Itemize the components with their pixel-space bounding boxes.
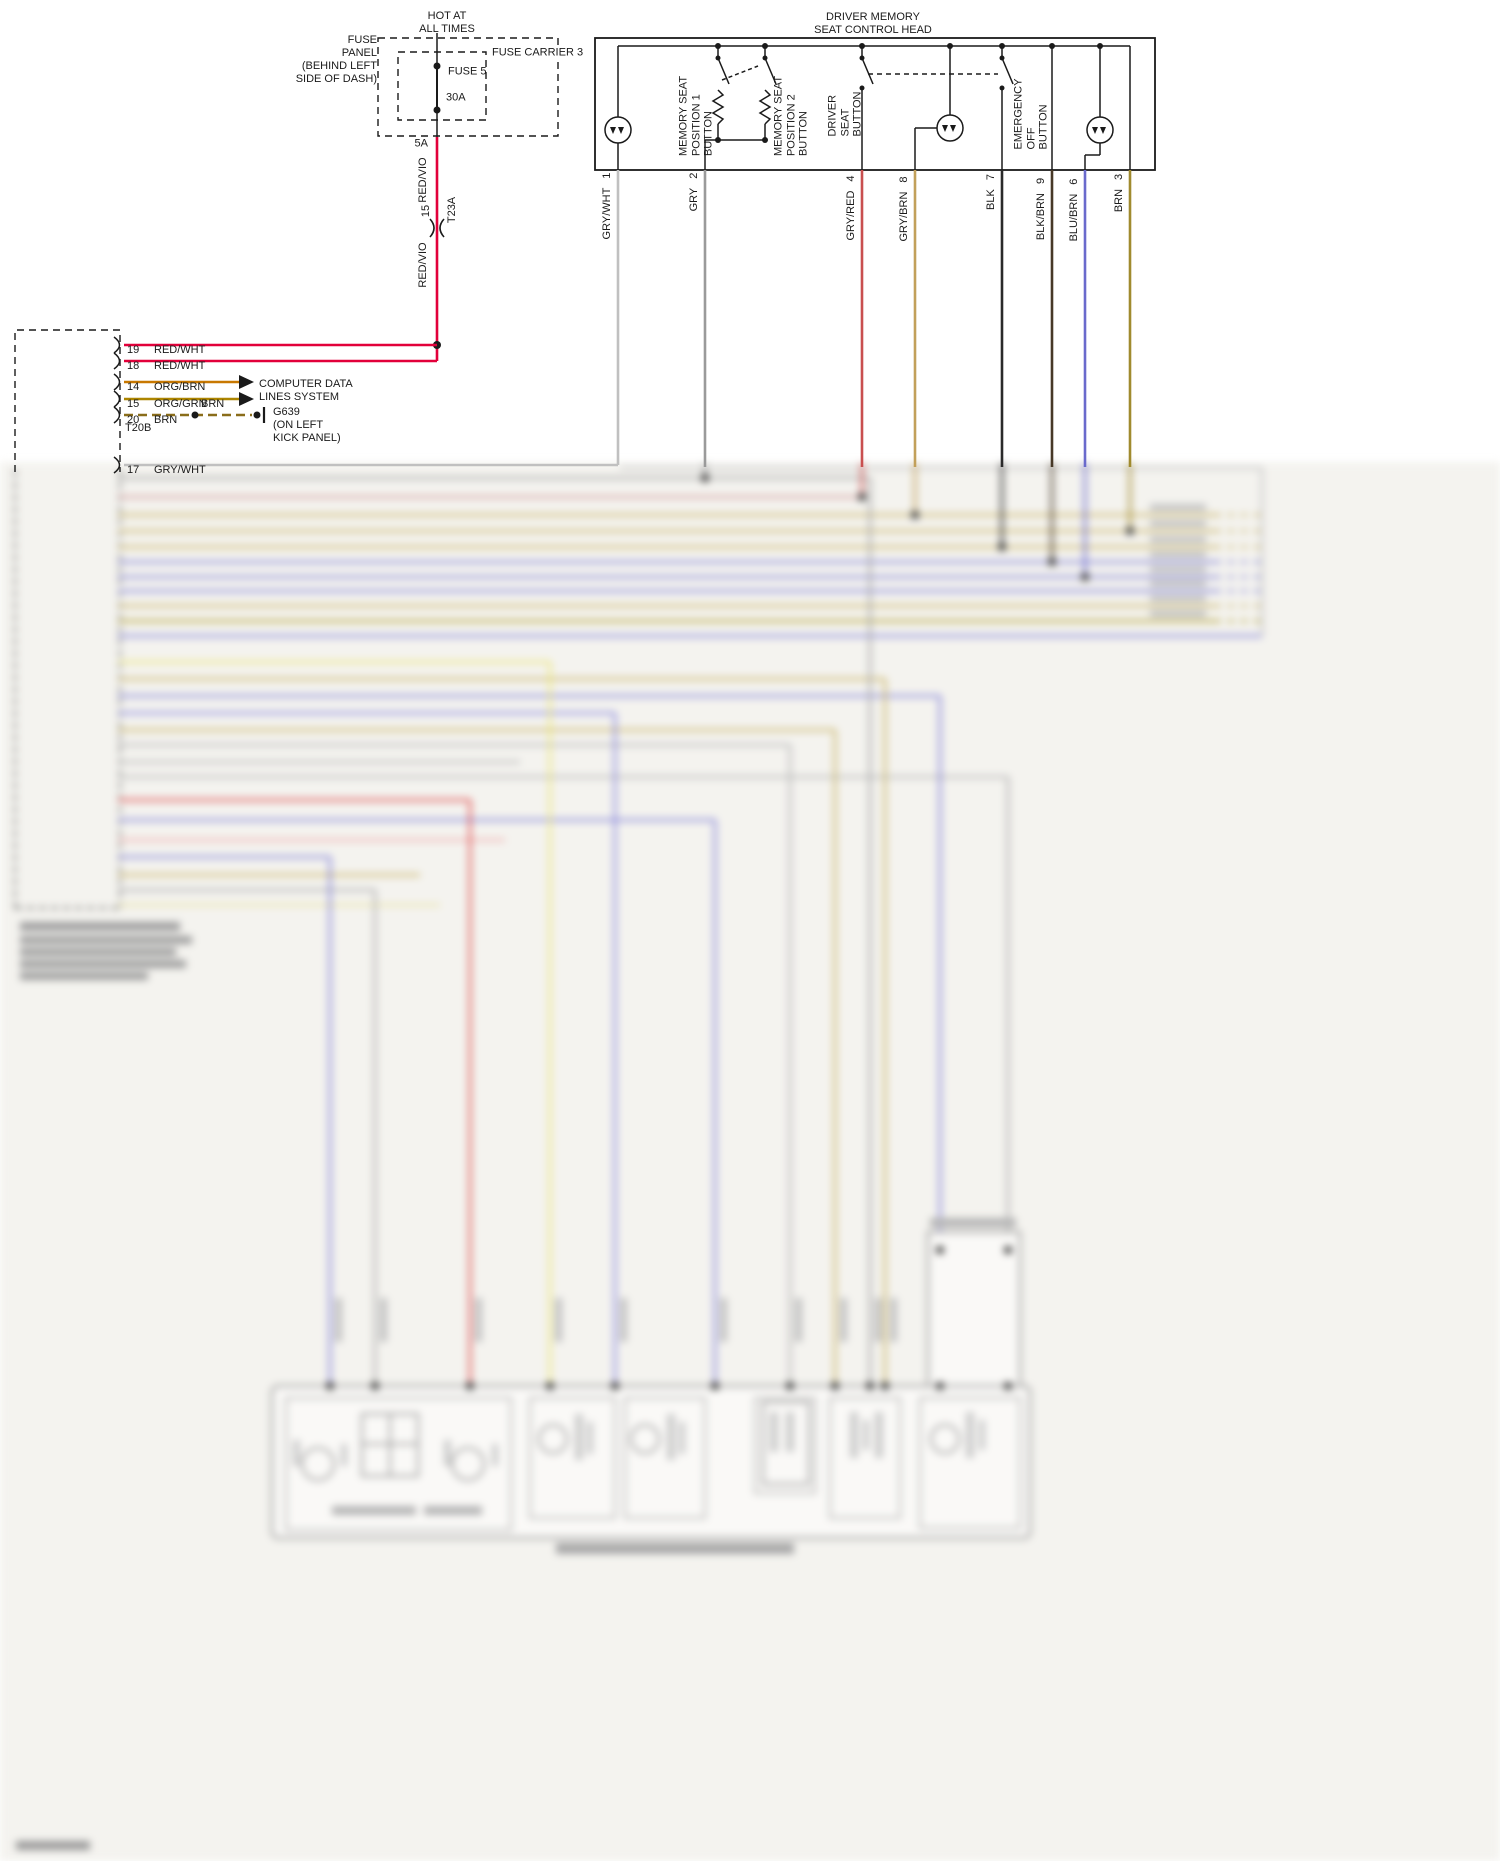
wire-name: GRY <box>688 187 700 212</box>
module-pin-14: 14 ORG/BRN <box>127 368 205 394</box>
pin-number: 14 <box>127 381 140 393</box>
wire-label-red-vio-lower: RED/VIO <box>417 242 429 288</box>
blurred-corner-mark <box>16 1841 90 1850</box>
wire-name: GRY/WHT <box>154 464 206 476</box>
blurred-motor-assembly <box>271 1382 1031 1539</box>
wire-name: RED/WHT <box>154 344 206 356</box>
pin-number: 1 <box>601 172 613 179</box>
splice-t23a-symbol <box>429 218 445 238</box>
wire-name: ORG/GRN <box>154 398 207 410</box>
pin-number: 4 <box>845 175 857 182</box>
wire-name: BLU/BRN <box>1068 193 1080 242</box>
wire-label-red-vio-upper: RED/VIO <box>417 157 429 203</box>
hot-at-all-times-label: HOT AT ALL TIMES <box>419 10 475 35</box>
wire-name: BLK/BRN <box>1035 193 1047 241</box>
control-head-junctions <box>715 43 1103 143</box>
module-pin-17: 17 GRY/WHT <box>127 451 206 477</box>
blurred-right-box <box>927 1218 1021 1389</box>
pin-number: 8 <box>898 176 910 183</box>
module-pin-19: 19 RED/WHT <box>127 331 205 357</box>
control-head-internals <box>604 45 1131 170</box>
head-pin-label-blk-brn: BLK/BRN 9 <box>1035 178 1047 240</box>
wire-name: GRY/RED <box>845 190 857 241</box>
fuse-terminal-bottom <box>433 106 441 114</box>
head-pin-label-gry-brn: GRY/BRN 8 <box>898 176 910 241</box>
brn-splice-dot <box>191 411 199 419</box>
led-symbols <box>610 125 1106 134</box>
wire-name: BRN <box>154 414 178 426</box>
splice-t23a-label: T23A <box>446 196 458 224</box>
wire-rating-5a-label: 5A <box>414 137 428 150</box>
button-label-memory-position-1: MEMORY SEAT POSITION 1 BUTTON <box>677 75 715 157</box>
head-pin-label-gry-wht: GRY/WHT 1 <box>601 173 613 240</box>
wire-name: GRY/WHT <box>601 187 613 240</box>
head-pin-label-blu-brn: BLU/BRN 6 <box>1068 179 1080 242</box>
module-pin-15: 15 ORG/GRN <box>127 385 207 411</box>
blurred-text-block <box>20 922 192 980</box>
pin-number: 18 <box>127 360 140 372</box>
computer-data-lines-label: COMPUTER DATA LINES SYSTEM <box>259 378 353 403</box>
splice-pin-label: 15 <box>420 204 432 218</box>
button-label-driver-seat: DRIVER SEAT BUTTON <box>826 91 864 137</box>
control-head-box <box>594 37 1156 171</box>
head-pin-label-brn: BRN 3 <box>1113 174 1125 212</box>
blurred-wire-labels-right <box>1150 504 1206 617</box>
blurred-caption <box>556 1543 794 1554</box>
control-head-title: DRIVER MEMORY SEAT CONTROL HEAD <box>814 11 932 36</box>
pin-number: 9 <box>1035 177 1047 185</box>
wire-name: RED/WHT <box>154 360 206 372</box>
pin-number: 2 <box>688 172 700 179</box>
data-line-arrows <box>239 375 254 406</box>
head-pin-label-gry-red: GRY/RED 4 <box>845 175 857 240</box>
wire-name: GRY/BRN <box>898 191 910 242</box>
blurred-connector-labels <box>335 1298 897 1342</box>
pin-number: 15 <box>127 398 140 410</box>
module-pin-symbols <box>113 336 121 474</box>
pin-number: 3 <box>1113 173 1125 180</box>
blurred-linework <box>14 463 1264 1850</box>
pin-number: 19 <box>127 344 140 356</box>
head-pin-label-blk: BLK 7 <box>985 174 997 210</box>
pin-number: 6 <box>1068 178 1080 185</box>
fuse-5-label: FUSE 5 <box>448 65 487 78</box>
module-pin-20: 20 BRN <box>127 401 177 427</box>
fuse-panel-label: FUSE PANEL (BEHIND LEFT SIDE OF DASH) <box>295 34 377 85</box>
ground-g639-label: G639 (ON LEFT KICK PANEL) <box>273 406 341 444</box>
wire-name: BLK <box>985 189 997 210</box>
module-box-lower <box>14 470 121 909</box>
dashed-enclosures <box>14 37 559 472</box>
module-pin-18: 18 RED/WHT <box>127 347 205 373</box>
blurred-junctions <box>701 474 1134 581</box>
button-label-emergency-off: EMERGENCY OFF BUTTON <box>1012 78 1050 150</box>
module-connector-t20b-label: T20B <box>125 422 152 434</box>
fuse-terminal-top <box>433 62 441 70</box>
blurred-wires-upper <box>118 466 1262 638</box>
wire-name: ORG/BRN <box>154 381 206 393</box>
fuse-carrier-label: FUSE CARRIER 3 <box>489 46 587 60</box>
control-head-exit-wires <box>616 170 1132 467</box>
button-label-memory-position-2: MEMORY SEAT POSITION 2 BUTTON <box>772 75 810 157</box>
ground-g639-symbol <box>253 407 266 423</box>
fuse-rating-30a-label: 30A <box>446 91 466 104</box>
pin-number: 17 <box>127 464 140 476</box>
pin-number: 20 <box>127 414 140 426</box>
pin-number: 7 <box>985 174 997 181</box>
wire-name: BRN <box>1113 188 1125 213</box>
brn-splice-label: BRN <box>201 398 225 410</box>
module-wires <box>124 343 618 467</box>
blurred-diagram-region <box>0 462 1500 1861</box>
head-pin-label-gry: GRY 2 <box>688 173 700 212</box>
